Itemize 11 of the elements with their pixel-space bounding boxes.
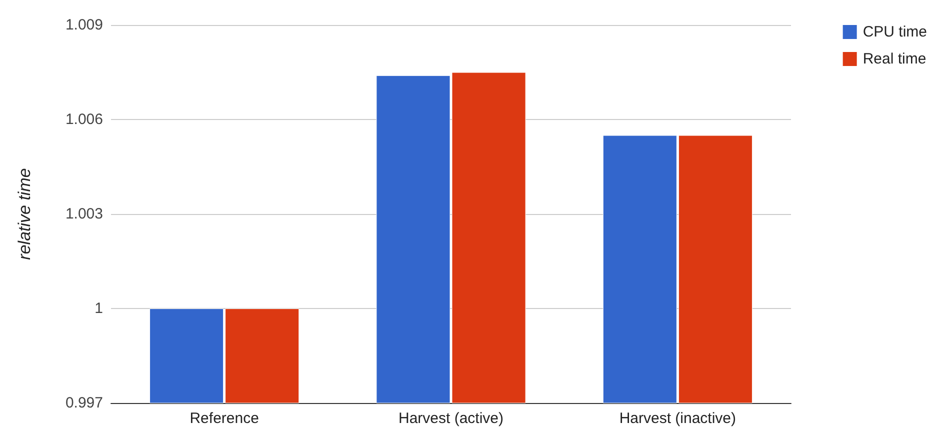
- y-axis-title: relative time: [15, 168, 34, 260]
- y-tick-label: 0.997: [65, 394, 103, 412]
- y-tick-label: 1.003: [65, 206, 103, 222]
- legend-label: CPU time: [862, 24, 928, 40]
- y-tick-label: 1.009: [65, 16, 103, 34]
- y-tick-label: 1: [94, 300, 103, 317]
- x-tick-label: Harvest (active): [398, 410, 504, 427]
- legend-label: Real time: [862, 50, 926, 68]
- y-tick-label: 1.006: [65, 111, 103, 128]
- x-tick-label: Harvest (inactive): [619, 410, 736, 427]
- x-tick-label: Reference: [190, 410, 259, 427]
